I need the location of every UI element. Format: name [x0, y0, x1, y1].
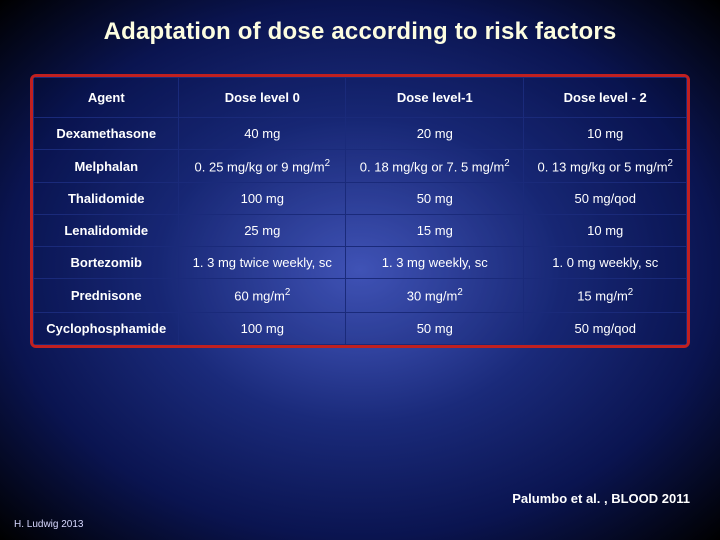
cell-dose: 30 mg/m2: [346, 279, 524, 312]
dose-table: Agent Dose level 0 Dose level-1 Dose lev…: [33, 77, 687, 345]
cell-dose: 20 mg: [346, 118, 524, 150]
col-header-dose0: Dose level 0: [179, 78, 346, 118]
cell-dose: 50 mg/qod: [524, 183, 687, 215]
cell-agent: Melphalan: [34, 150, 179, 183]
cell-agent: Bortezomib: [34, 247, 179, 279]
table-row: Cyclophosphamide100 mg50 mg50 mg/qod: [34, 312, 687, 344]
cell-dose: 15 mg: [346, 215, 524, 247]
dose-table-container: Agent Dose level 0 Dose level-1 Dose lev…: [30, 74, 690, 348]
cell-dose: 1. 0 mg weekly, sc: [524, 247, 687, 279]
cell-dose: 50 mg: [346, 183, 524, 215]
table-row: Prednisone60 mg/m230 mg/m215 mg/m2: [34, 279, 687, 312]
cell-dose: 0. 13 mg/kg or 5 mg/m2: [524, 150, 687, 183]
cell-dose: 0. 18 mg/kg or 7. 5 mg/m2: [346, 150, 524, 183]
cell-agent: Thalidomide: [34, 183, 179, 215]
cell-dose: 50 mg: [346, 312, 524, 344]
cell-agent: Dexamethasone: [34, 118, 179, 150]
col-header-agent: Agent: [34, 78, 179, 118]
cell-dose: 10 mg: [524, 118, 687, 150]
cell-dose: 50 mg/qod: [524, 312, 687, 344]
cell-dose: 100 mg: [179, 183, 346, 215]
cell-dose: 15 mg/m2: [524, 279, 687, 312]
cell-dose: 100 mg: [179, 312, 346, 344]
cell-dose: 60 mg/m2: [179, 279, 346, 312]
cell-agent: Cyclophosphamide: [34, 312, 179, 344]
cell-dose: 25 mg: [179, 215, 346, 247]
table-row: Bortezomib1. 3 mg twice weekly, sc1. 3 m…: [34, 247, 687, 279]
col-header-dose1: Dose level-1: [346, 78, 524, 118]
table-row: Melphalan0. 25 mg/kg or 9 mg/m20. 18 mg/…: [34, 150, 687, 183]
cell-agent: Lenalidomide: [34, 215, 179, 247]
cell-dose: 10 mg: [524, 215, 687, 247]
cell-dose: 1. 3 mg twice weekly, sc: [179, 247, 346, 279]
table-row: Dexamethasone40 mg20 mg10 mg: [34, 118, 687, 150]
table-header-row: Agent Dose level 0 Dose level-1 Dose lev…: [34, 78, 687, 118]
table-row: Thalidomide100 mg50 mg50 mg/qod: [34, 183, 687, 215]
col-header-dose2: Dose level - 2: [524, 78, 687, 118]
table-body: Dexamethasone40 mg20 mg10 mgMelphalan0. …: [34, 118, 687, 345]
cell-dose: 0. 25 mg/kg or 9 mg/m2: [179, 150, 346, 183]
slide: Adaptation of dose according to risk fac…: [0, 0, 720, 540]
footer-text: H. Ludwig 2013: [14, 519, 84, 530]
cell-dose: 1. 3 mg weekly, sc: [346, 247, 524, 279]
citation-text: Palumbo et al. , BLOOD 2011: [512, 491, 690, 506]
table-row: Lenalidomide25 mg15 mg10 mg: [34, 215, 687, 247]
cell-agent: Prednisone: [34, 279, 179, 312]
cell-dose: 40 mg: [179, 118, 346, 150]
slide-title: Adaptation of dose according to risk fac…: [30, 18, 690, 46]
